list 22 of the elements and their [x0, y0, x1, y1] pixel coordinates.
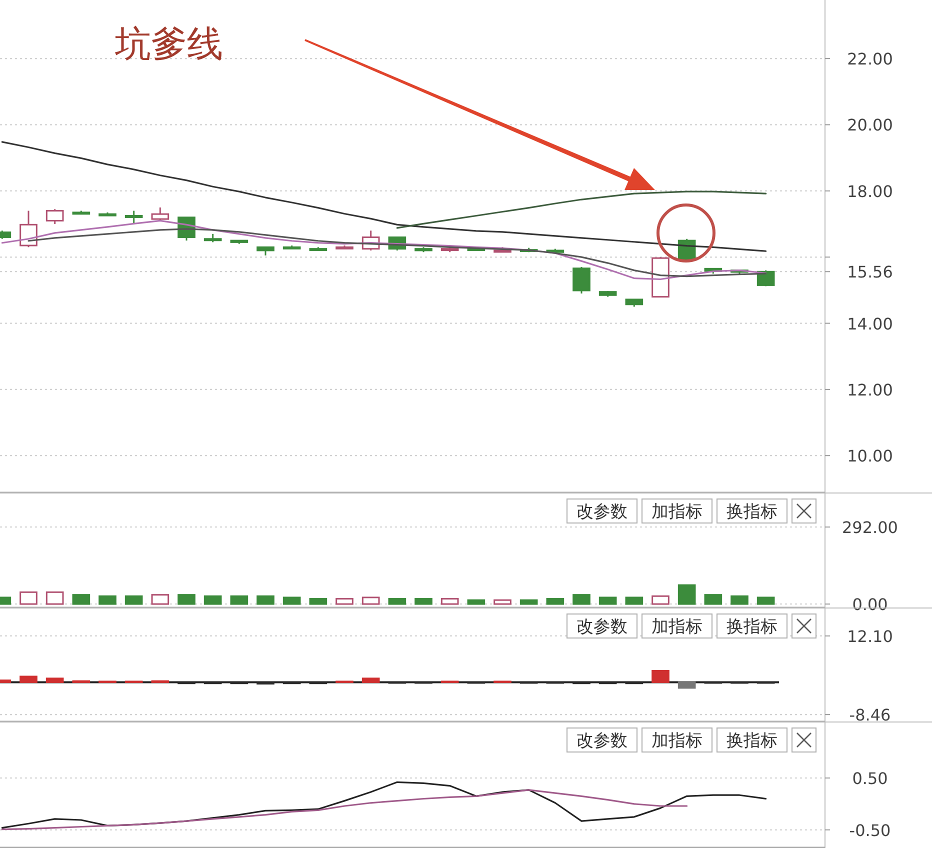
y-tick-label: 20.00 [847, 116, 893, 135]
y-tick-label: 14.00 [847, 314, 893, 334]
y-tick-label: 12.00 [847, 380, 893, 400]
annotation: 加指标 [652, 502, 702, 522]
annotation: 改参数 [576, 731, 628, 751]
y-tick-label: 292.00 [842, 518, 898, 538]
annotation: 换指标 [726, 731, 778, 751]
annotation: 加指标 [652, 617, 702, 637]
annotation: 换指标 [726, 502, 778, 522]
annotation: 坑爹线 [114, 24, 223, 65]
annotation: 改参数 [576, 617, 628, 637]
y-tick-label: -8.46 [849, 706, 891, 725]
y-tick-label: 10.00 [847, 446, 893, 466]
y-tick-label: -0.50 [849, 820, 891, 840]
y-tick-label: 15.56 [847, 262, 893, 282]
y-tick-label: 0.50 [852, 769, 888, 788]
annotation: 加指标 [652, 731, 702, 751]
y-tick-label: 18.00 [847, 182, 893, 201]
y-tick-label: 12.10 [847, 626, 893, 646]
y-tick-label: 22.00 [847, 50, 893, 69]
annotation: 换指标 [726, 617, 778, 637]
annotation: 改参数 [576, 502, 628, 522]
